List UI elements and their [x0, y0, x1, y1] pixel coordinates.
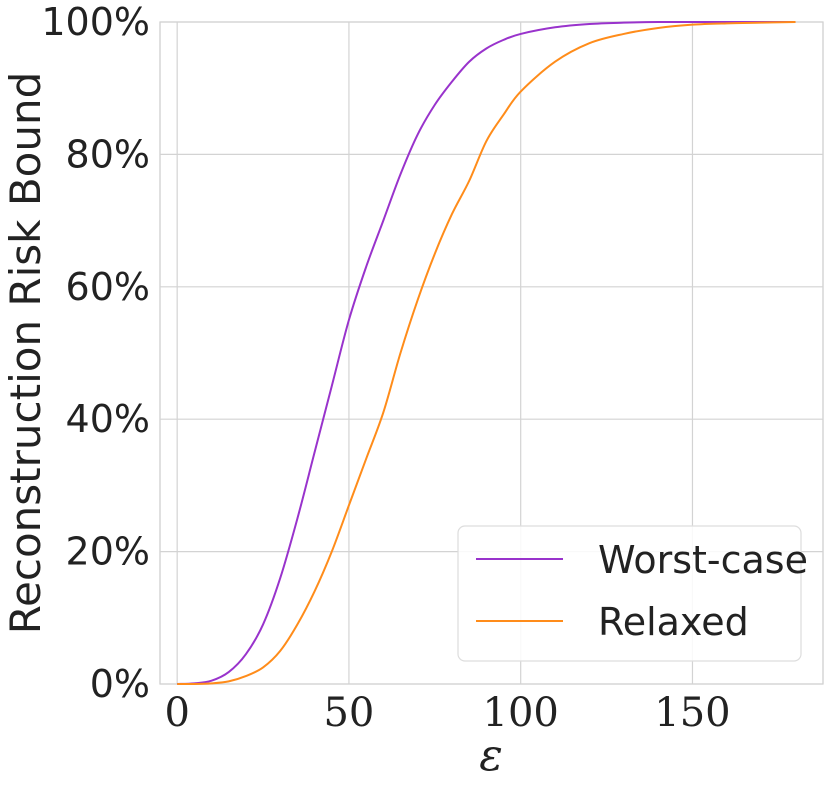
series-line-relaxed	[177, 21, 796, 686]
y-tick-label: 80%	[66, 132, 150, 176]
y-tick-label: 60%	[66, 265, 150, 309]
y-tick-label: 0%	[90, 662, 150, 706]
y-tick-label: 40%	[66, 397, 150, 441]
legend-label-relaxed: Relaxed	[598, 600, 749, 644]
x-tick-label: 100	[483, 690, 559, 736]
y-tick-labels: 0% 20% 40% 60% 80% 100%	[41, 0, 150, 706]
y-axis-label: Reconstruction Risk Bound	[1, 72, 50, 635]
legend: Worst-case Relaxed	[457, 525, 808, 662]
legend-label-worst-case: Worst-case	[598, 538, 808, 582]
y-tick-label: 20%	[66, 530, 150, 574]
y-tick-label: 100%	[41, 0, 150, 44]
x-axis-label: ε	[479, 730, 503, 781]
x-tick-label: 0	[164, 690, 189, 736]
x-tick-label: 150	[654, 690, 730, 736]
x-tick-labels: 0 50 100 150	[164, 690, 730, 736]
x-tick-label: 50	[323, 690, 374, 736]
series-layer	[177, 20, 796, 686]
series-line-worst-case	[177, 20, 796, 685]
